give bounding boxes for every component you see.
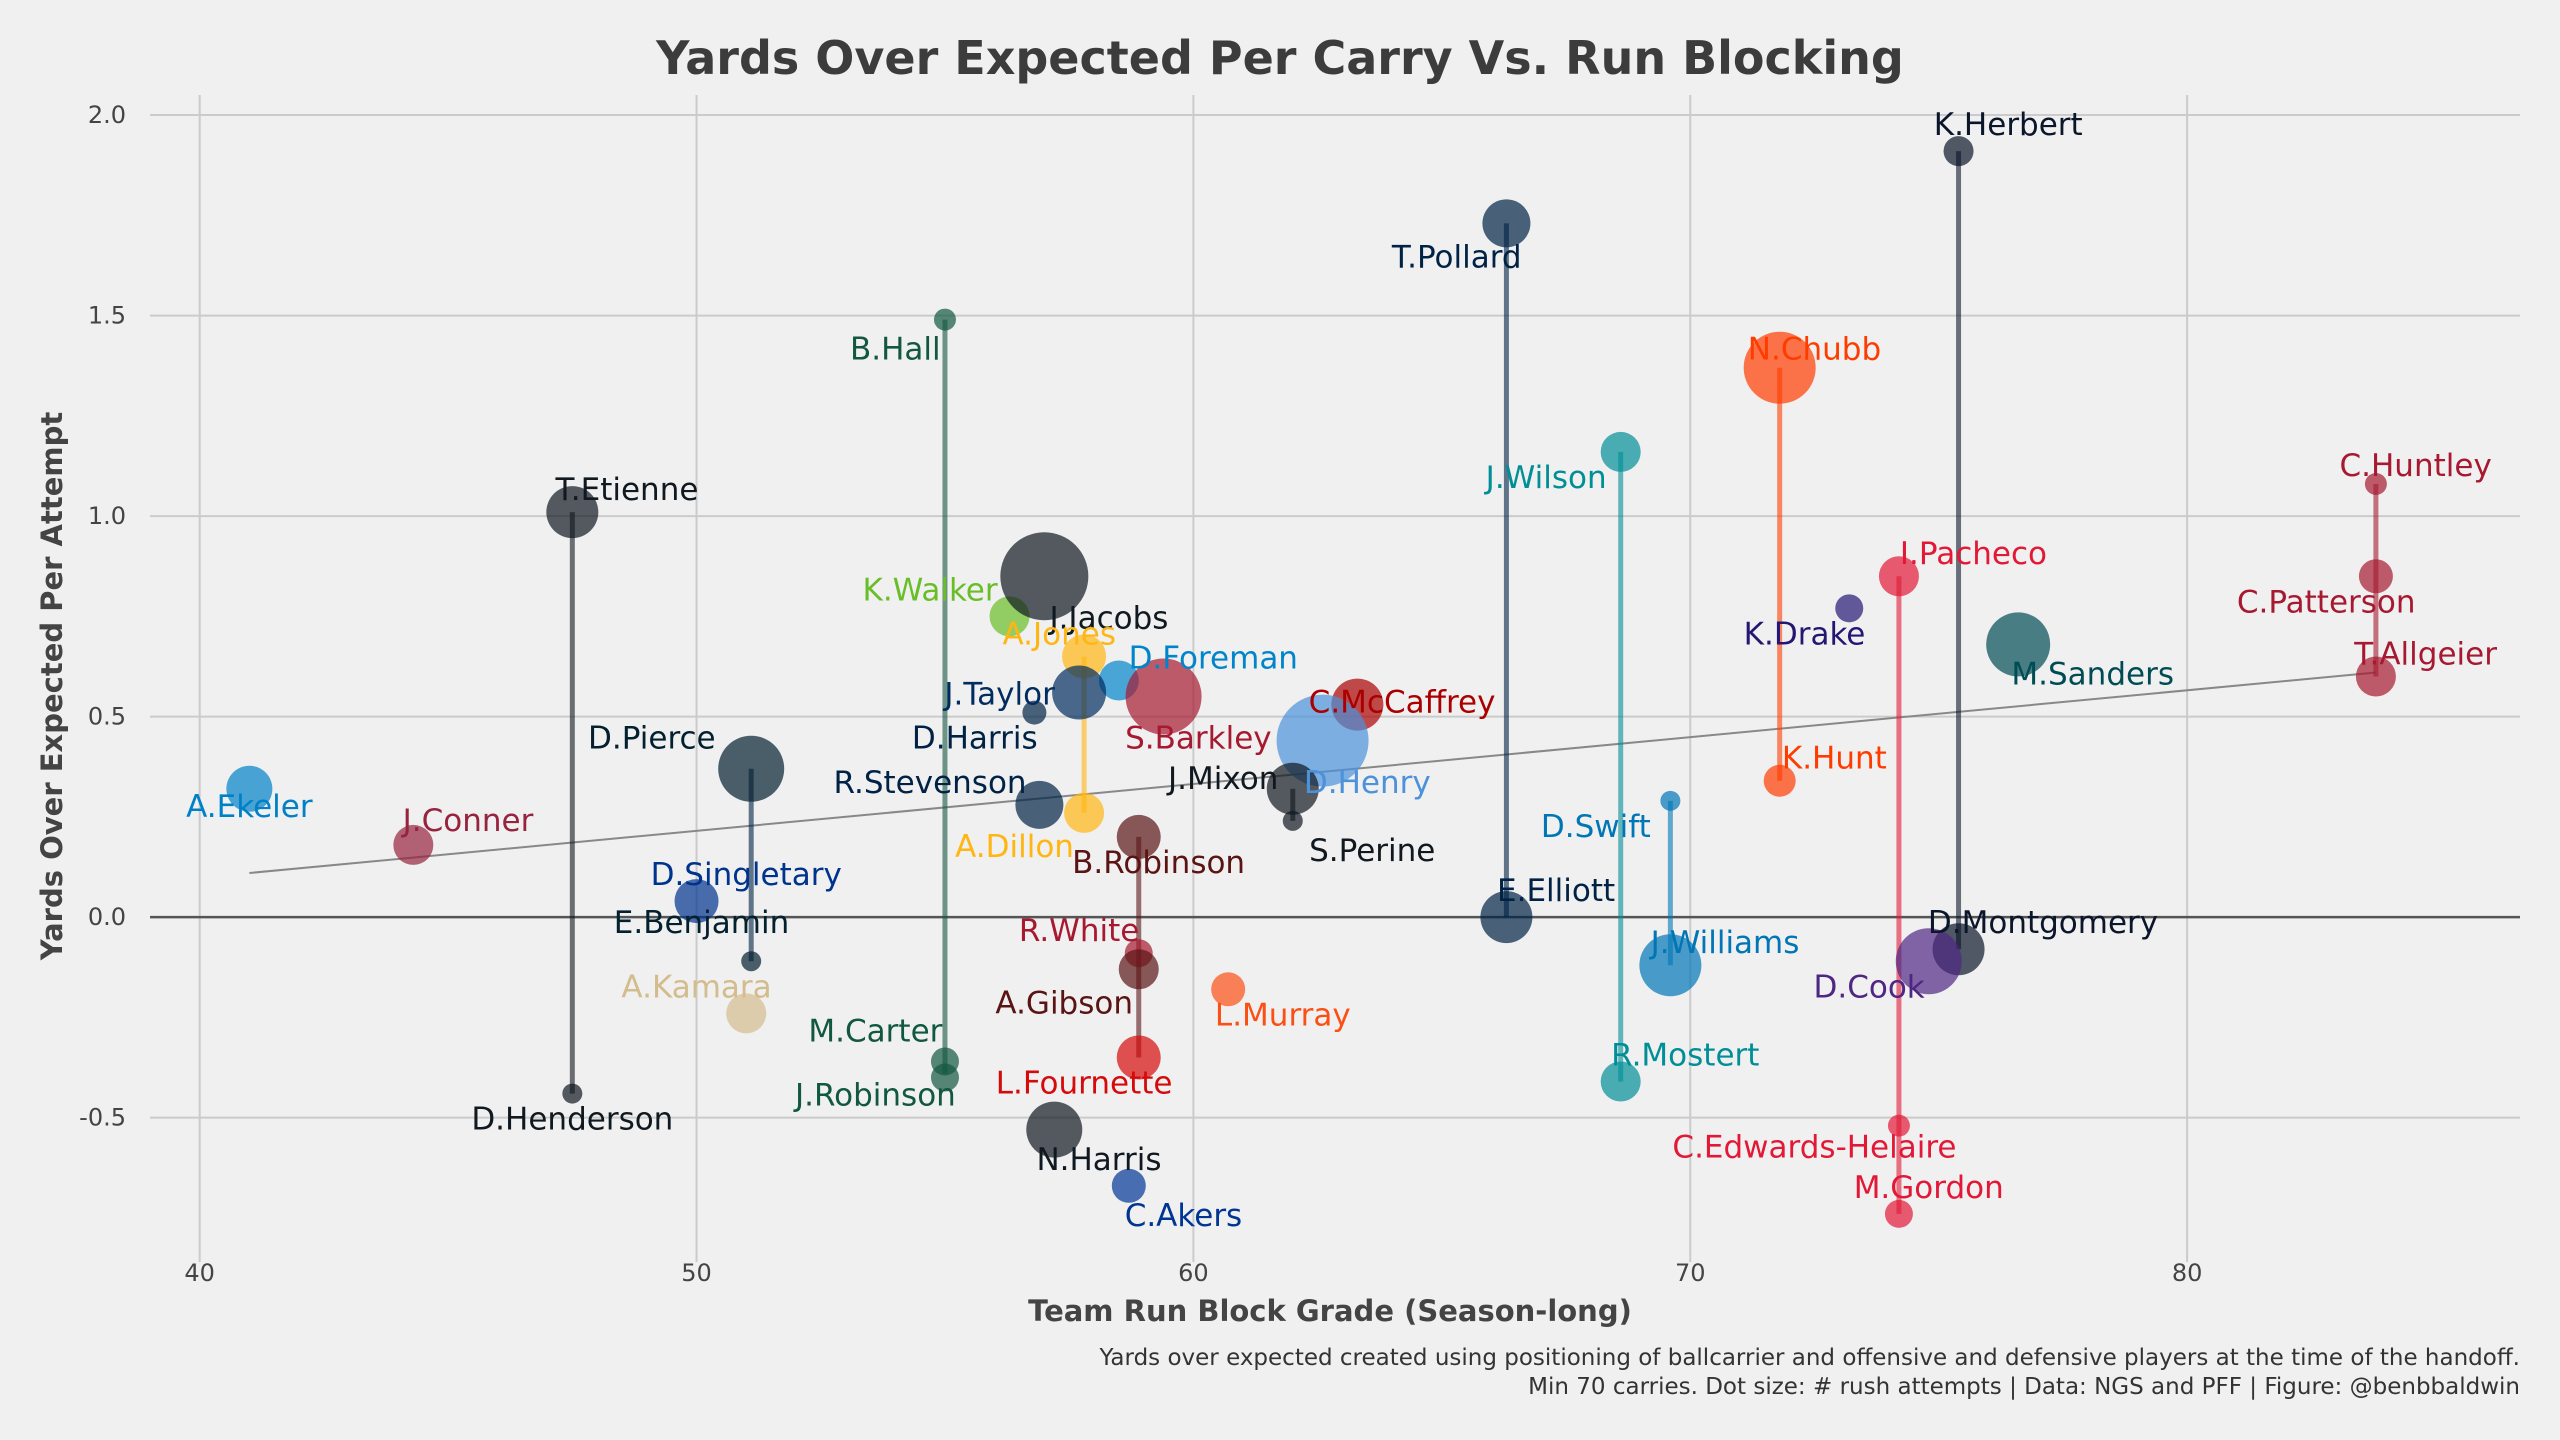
y-tick-label: 0.5 xyxy=(88,703,126,731)
y-tick-label: -0.5 xyxy=(79,1104,126,1132)
data-point xyxy=(718,736,784,802)
data-point xyxy=(741,951,761,971)
data-point xyxy=(1660,791,1680,811)
data-point xyxy=(934,309,956,331)
y-tick-label: 1.0 xyxy=(88,502,126,530)
y-tick-label: 2.0 xyxy=(88,101,126,129)
point-label: A.Gibson xyxy=(995,985,1133,1021)
point-label: A.Kamara xyxy=(621,969,771,1005)
point-label: D.Cook xyxy=(1813,969,1924,1005)
point-label: J.Wilson xyxy=(1484,460,1607,496)
point-label: K.Walker xyxy=(862,572,997,608)
point-label: J.Robinson xyxy=(793,1078,956,1114)
point-label: K.Drake xyxy=(1744,616,1866,652)
point-label: E.Benjamin xyxy=(614,905,790,941)
point-label: A.Dillon xyxy=(955,829,1074,865)
point-label: D.Singletary xyxy=(651,857,842,893)
point-label: R.White xyxy=(1019,913,1139,949)
point-label: K.Herbert xyxy=(1934,107,2083,143)
data-point xyxy=(562,1084,582,1104)
caption-line-1: Yards over expected created using positi… xyxy=(1099,1345,2520,1371)
point-label: D.Pierce xyxy=(588,721,716,757)
y-tick-label: 1.5 xyxy=(88,302,126,330)
x-tick-label: 80 xyxy=(2172,1259,2203,1287)
point-label: J.Mixon xyxy=(1166,761,1278,797)
point-label: S.Perine xyxy=(1309,833,1435,869)
y-axis-label: Yards Over Expected Per Attempt xyxy=(35,412,69,962)
point-label: D.Montgomery xyxy=(1928,905,2158,941)
point-label: T.Etienne xyxy=(555,472,699,508)
point-label: J.Conner xyxy=(401,803,534,839)
point-label: M.Gordon xyxy=(1854,1170,2004,1206)
x-tick-label: 40 xyxy=(184,1259,215,1287)
point-label: C.Edwards-Helaire xyxy=(1672,1130,1956,1166)
chart-title: Yards Over Expected Per Carry Vs. Run Bl… xyxy=(655,31,1904,85)
y-tick-label: 0.0 xyxy=(88,903,126,931)
point-label: E.Elliott xyxy=(1497,873,1615,909)
point-label: J.Williams xyxy=(1649,925,1800,961)
data-point xyxy=(1119,949,1159,989)
point-label: D.Henry xyxy=(1304,765,1431,801)
point-label: T.Pollard xyxy=(1391,239,1522,275)
caption-line-2: Min 70 carries. Dot size: # rush attempt… xyxy=(1528,1374,2520,1400)
scatter-chart: A.Ekeler J.Conner T.Etienne D.Henderson D.Pi… xyxy=(0,0,2560,1440)
point-label: N.Chubb xyxy=(1748,332,1881,368)
data-point xyxy=(1064,793,1104,833)
data-point xyxy=(1601,432,1641,472)
data-point xyxy=(1052,666,1106,720)
point-label: M.Sanders xyxy=(2011,657,2174,693)
point-label: C.Huntley xyxy=(2340,448,2492,484)
point-label: D.Swift xyxy=(1541,809,1651,845)
point-label: K.Hunt xyxy=(1782,741,1887,777)
point-label: C.McCaffrey xyxy=(1309,685,1496,721)
x-tick-label: 50 xyxy=(681,1259,712,1287)
point-label: S.Barkley xyxy=(1125,721,1272,757)
point-label: A.Ekeler xyxy=(186,789,313,825)
point-label: A.Jones xyxy=(1002,616,1116,652)
point-label: I.Pacheco xyxy=(1900,536,2047,572)
point-label: L.Fournette xyxy=(996,1066,1173,1102)
point-label: C.Akers xyxy=(1125,1198,1243,1234)
chart-container: A.Ekeler J.Conner T.Etienne D.Henderson D.Pi… xyxy=(0,0,2560,1440)
point-label: R.Mostert xyxy=(1611,1037,1759,1073)
point-label: M.Carter xyxy=(808,1013,942,1049)
point-label: R.Stevenson xyxy=(834,765,1027,801)
point-label: D.Harris xyxy=(912,721,1038,757)
data-point xyxy=(1283,811,1303,831)
label-layer: A.Ekeler J.Conner T.Etienne D.Henderson D.Pi… xyxy=(186,107,2497,1234)
point-label: B.Hall xyxy=(850,332,941,368)
point-label: B.Robinson xyxy=(1072,845,1245,881)
point-label: D.Henderson xyxy=(471,1102,673,1138)
x-axis-label: Team Run Block Grade (Season-long) xyxy=(1028,1294,1632,1328)
x-tick-label: 60 xyxy=(1178,1259,1209,1287)
point-label: J.Taylor xyxy=(942,677,1055,713)
point-label: N.Harris xyxy=(1036,1142,1161,1178)
point-label: C.Patterson xyxy=(2237,584,2416,620)
point-label: L.Murray xyxy=(1215,997,1351,1033)
point-label: D.Foreman xyxy=(1129,640,1298,676)
x-tick-label: 70 xyxy=(1675,1259,1706,1287)
point-label: T.Allgeier xyxy=(2353,636,2497,672)
